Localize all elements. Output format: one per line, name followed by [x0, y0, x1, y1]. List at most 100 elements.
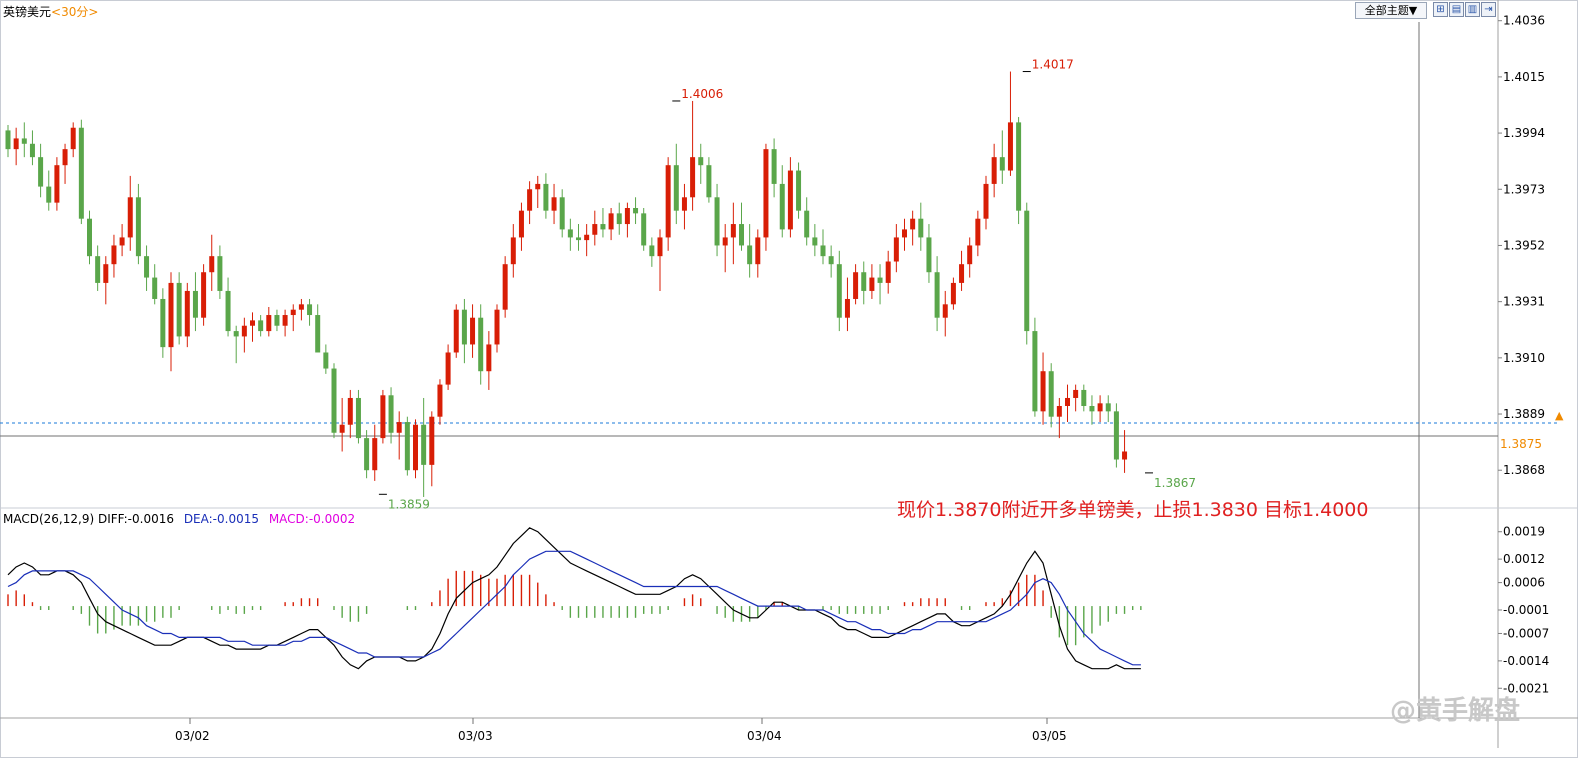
time-tick-label: 03/05 — [1032, 729, 1067, 743]
candle-body — [502, 264, 508, 310]
candle-body — [641, 213, 647, 246]
price-tick-label: 1.3910 — [1503, 351, 1545, 365]
price-tick-label: 1.3994 — [1503, 126, 1545, 140]
price-tick-label: 1.4036 — [1503, 14, 1545, 28]
candle-body — [787, 170, 793, 230]
scroll-right-icon[interactable]: ⇥ — [1481, 2, 1496, 17]
candle-body — [698, 157, 704, 166]
candle-body — [861, 272, 867, 291]
candle-body — [5, 130, 11, 150]
candle-body — [926, 237, 932, 273]
candle-body — [355, 397, 361, 439]
low-annotation-1: 1.3859 — [388, 497, 430, 511]
candle-body — [46, 186, 52, 203]
candle-body — [1024, 210, 1030, 332]
zoom-out-icon[interactable]: ▥ — [1465, 2, 1480, 17]
candle-body — [551, 197, 557, 211]
candle-body — [1032, 331, 1038, 412]
candle-body — [1073, 389, 1079, 398]
candle-body — [209, 256, 215, 273]
candle-body — [413, 424, 418, 471]
candle-body — [576, 237, 581, 241]
candle-body — [29, 143, 35, 158]
macd-header: MACD(26,12,9) DIFF:-0.0016 DEA:-0.0015 M… — [3, 512, 355, 526]
candle-body — [1048, 371, 1054, 417]
price-tick-label: 1.3952 — [1503, 238, 1545, 252]
candle-body — [771, 149, 777, 184]
macd-tick-label: -0.0021 — [1503, 681, 1549, 695]
candle-body — [755, 237, 761, 265]
candle-body — [1016, 122, 1022, 211]
candle-body — [1105, 403, 1111, 412]
candle-body — [307, 304, 313, 316]
candle-body — [233, 331, 239, 337]
price-tick-label: 1.3868 — [1503, 463, 1545, 477]
candle-body — [918, 218, 924, 238]
trade-note: 现价1.3870附近开多单镑美，止损1.3830 目标1.4000 — [897, 499, 1369, 521]
time-tick-label: 03/03 — [458, 729, 493, 743]
candle-body — [559, 197, 565, 230]
macd-tick-label: 0.0019 — [1503, 525, 1545, 539]
candle-body — [910, 218, 916, 230]
candle-body — [160, 298, 166, 348]
macd-tick-label: 0.0006 — [1503, 576, 1545, 590]
candle-body — [119, 237, 125, 246]
macd-value-label: MACD:-0.0002 — [268, 512, 356, 526]
time-tick-label: 03/02 — [175, 729, 210, 743]
candle-body — [942, 304, 948, 318]
candle-body — [991, 157, 997, 184]
candle-body — [1081, 389, 1087, 406]
macd-tick-label: -0.0001 — [1503, 603, 1549, 617]
candle-body — [649, 245, 655, 257]
theme-select-button[interactable]: 全部主题▼ — [1355, 2, 1427, 19]
candle-body — [13, 138, 19, 150]
candle-body — [445, 352, 451, 385]
candle-body — [421, 424, 427, 465]
candle-body — [836, 264, 842, 318]
candle-body — [844, 298, 850, 318]
candle-body — [241, 325, 247, 337]
candle-body — [535, 183, 541, 190]
period-label[interactable]: <30分> — [51, 5, 99, 19]
expand-icon[interactable]: ⊞ — [1433, 2, 1448, 17]
candle-body — [885, 261, 891, 283]
candle-body — [796, 170, 802, 211]
candle-body — [869, 277, 875, 291]
candle-body — [192, 290, 198, 318]
candle-body — [527, 189, 533, 211]
candle-body — [633, 208, 639, 214]
candle-body — [853, 272, 859, 299]
candle-body — [1040, 371, 1046, 412]
candle-body — [437, 384, 443, 417]
candle-body — [877, 277, 883, 283]
candle-body — [176, 282, 182, 337]
symbol-label: 英镑美元 — [3, 5, 52, 19]
candle-body — [396, 422, 402, 433]
candle-body — [470, 317, 476, 345]
candle-body — [404, 422, 410, 471]
candle-body — [21, 138, 27, 144]
candle-body — [1065, 397, 1070, 406]
candle-body — [331, 368, 337, 433]
dea-line — [7, 550, 1141, 666]
candle-body — [1097, 403, 1103, 412]
candle-body — [518, 210, 524, 238]
candle-body — [722, 237, 728, 246]
candle-body — [258, 320, 264, 332]
low-annotation-2: 1.3867 — [1154, 476, 1196, 490]
candle-body — [38, 157, 44, 187]
candle-body — [730, 224, 736, 238]
candle-body — [616, 213, 622, 225]
candle-body — [1056, 406, 1062, 417]
zoom-in-icon[interactable]: ▤ — [1449, 2, 1464, 17]
candle-body — [225, 290, 231, 332]
candle-body — [624, 208, 630, 225]
candle-body — [665, 165, 671, 238]
candle-body — [323, 352, 329, 369]
candle-body — [486, 344, 492, 372]
candle-body — [87, 218, 92, 257]
candle-body — [584, 234, 590, 241]
candle-body — [111, 245, 117, 265]
candle-body — [1007, 122, 1013, 171]
macd-tick-label: -0.0007 — [1503, 626, 1549, 640]
